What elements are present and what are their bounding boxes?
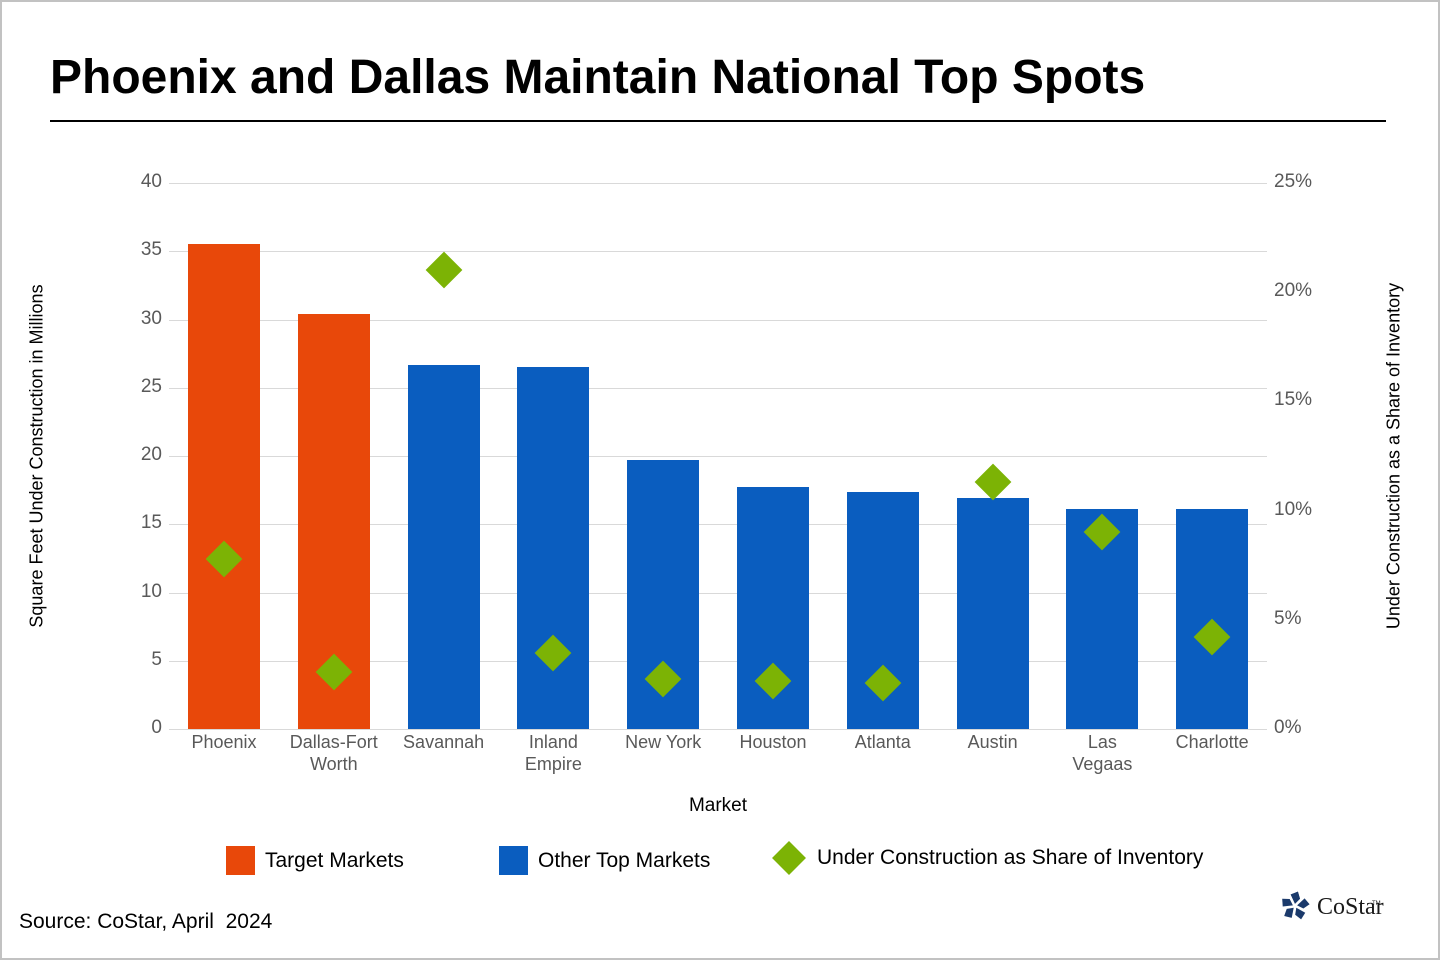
svg-text:CoStar: CoStar (1317, 894, 1384, 920)
svg-text:TM: TM (1372, 901, 1381, 907)
